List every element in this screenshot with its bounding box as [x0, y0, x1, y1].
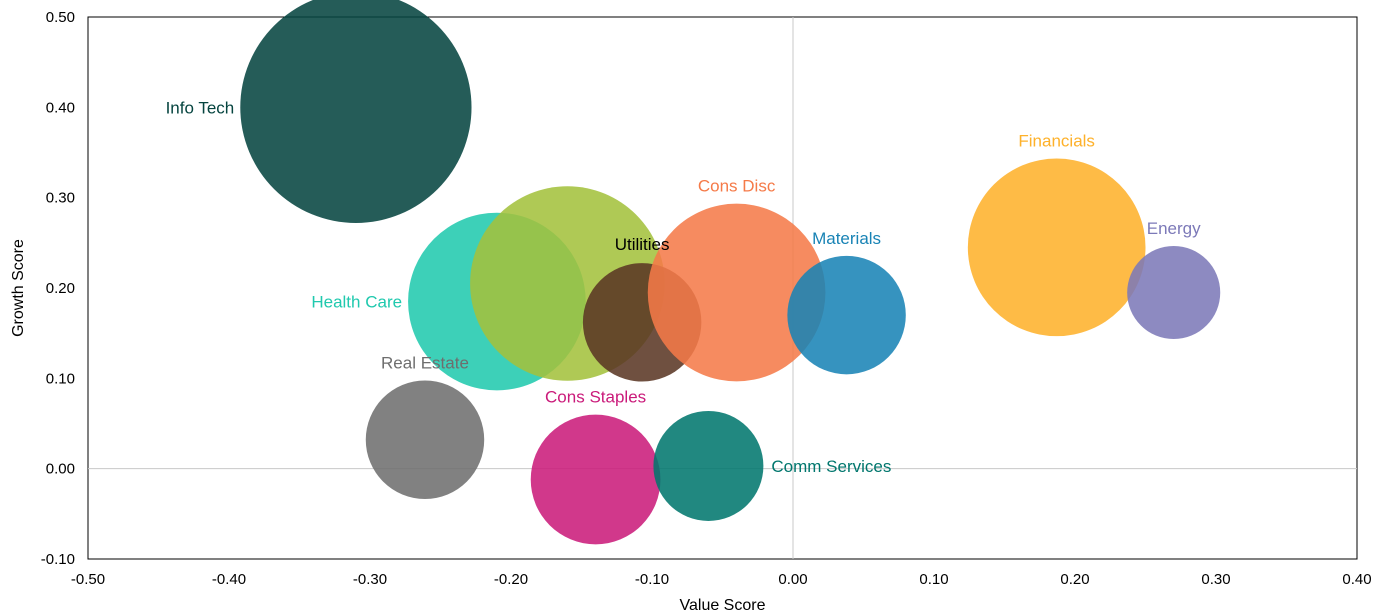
bubble-materials [787, 255, 906, 375]
bubble-label-health-care: Health Care [311, 293, 402, 312]
y-tick-label: 0.30 [46, 190, 75, 207]
x-tick-label: -0.50 [71, 571, 105, 588]
plot-area [87, 16, 1358, 560]
bubble-label-info-tech: Info Tech [166, 98, 235, 117]
y-tick-label: 0.20 [46, 280, 75, 297]
bubble-label-financials: Financials [1018, 132, 1095, 151]
x-tick-label: 0.00 [778, 571, 807, 588]
x-tick-label: 0.20 [1060, 571, 1089, 588]
y-tick-label: 0.40 [46, 99, 75, 116]
bubble-info-tech [240, 0, 472, 223]
y-tick-label: 0.00 [46, 461, 75, 478]
bubble-cons-staples [530, 414, 661, 545]
bubble-label-comm-services: Comm Services [771, 457, 891, 476]
x-tick-label: 0.40 [1342, 571, 1371, 588]
x-tick-label: -0.40 [212, 571, 246, 588]
bubble-energy [1127, 245, 1221, 340]
y-tick-label: 0.10 [46, 370, 75, 387]
y-axis-title: Growth Score [10, 239, 27, 337]
y-tick-label: -0.10 [41, 551, 75, 568]
bubble-label-materials: Materials [812, 229, 881, 248]
bubble-financials [967, 158, 1146, 337]
y-tick-label: 0.50 [46, 9, 75, 26]
bubble-label-cons-staples: Cons Staples [545, 388, 646, 407]
bubble-label-cons-disc: Cons Disc [698, 177, 776, 196]
bubble-label-utilities: Utilities [615, 235, 670, 254]
bubble-cons-disc [647, 203, 826, 382]
x-tick-label: -0.20 [494, 571, 528, 588]
bubble-real-estate [365, 380, 485, 499]
bubble-label-real-estate: Real Estate [381, 354, 469, 373]
x-tick-label: 0.30 [1201, 571, 1230, 588]
x-axis-title: Value Score [680, 597, 766, 614]
x-tick-label: -0.30 [353, 571, 387, 588]
x-tick-label: 0.10 [919, 571, 948, 588]
x-tick-label: -0.10 [635, 571, 669, 588]
bubble-label-energy: Energy [1147, 219, 1201, 238]
bubble-comm-services [653, 410, 764, 521]
